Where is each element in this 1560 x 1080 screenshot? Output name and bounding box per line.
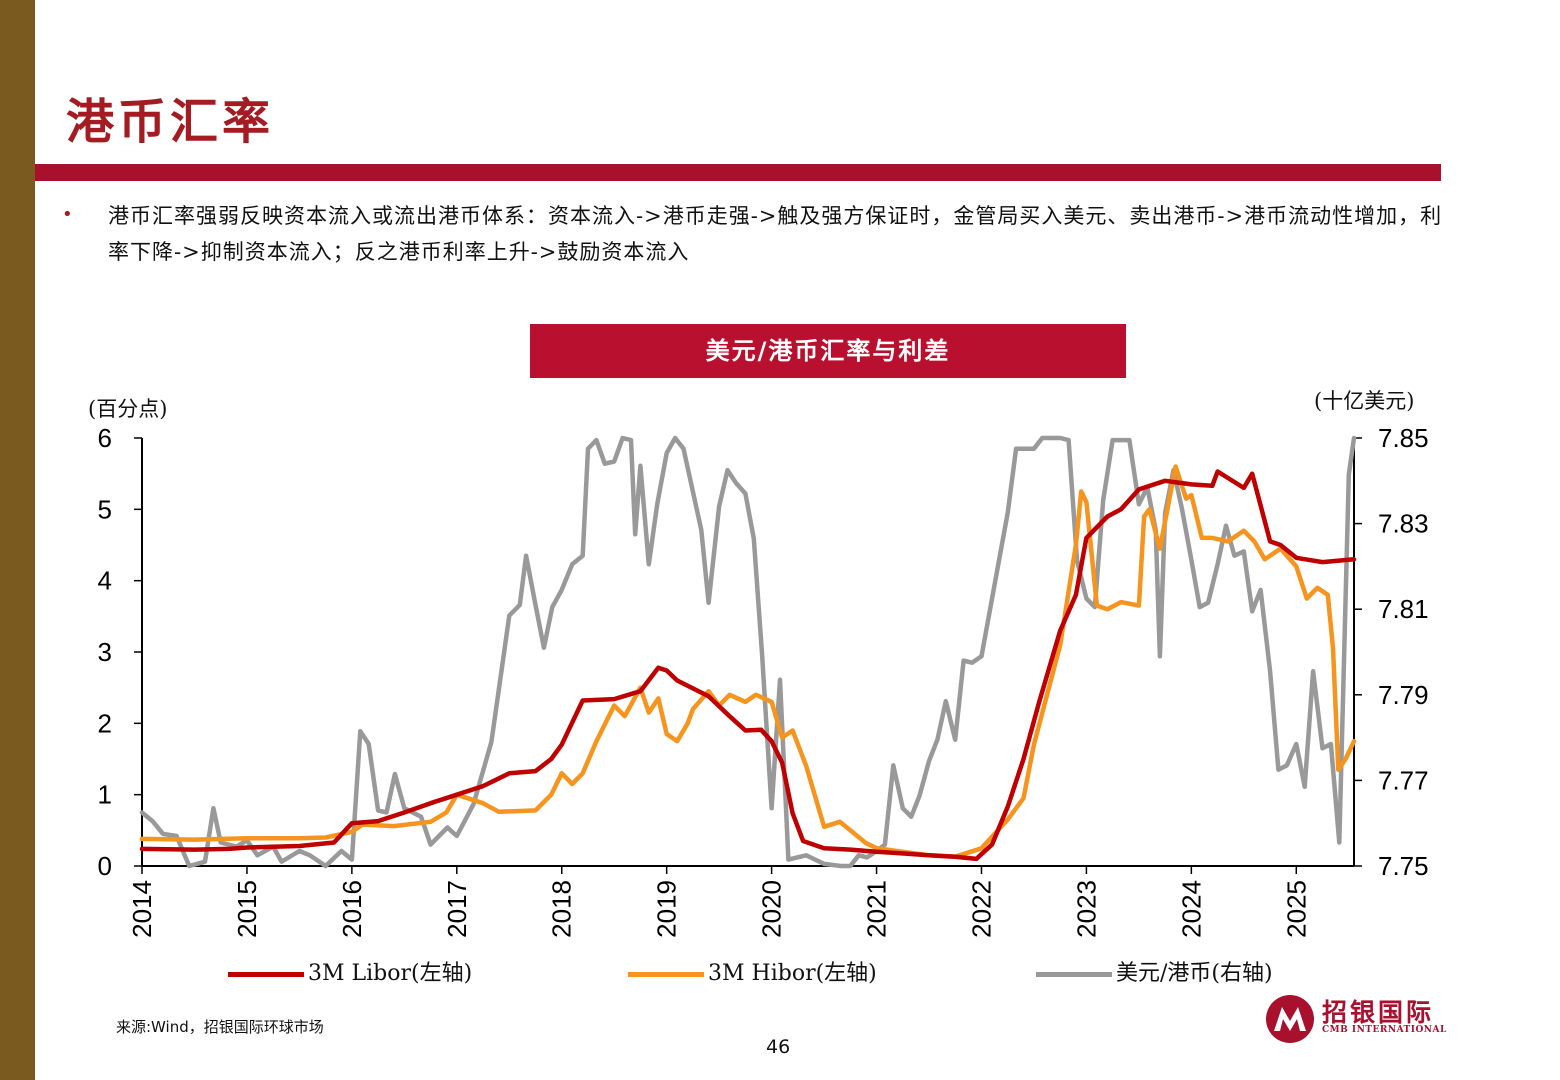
x-tick-label: 2019 bbox=[652, 880, 682, 938]
right-tick-label: 7.77 bbox=[1378, 765, 1429, 795]
x-tick-label: 2022 bbox=[966, 880, 996, 938]
left-tick-label: 2 bbox=[98, 708, 112, 738]
source-note: 来源:Wind，招银国际环球市场 bbox=[116, 1018, 324, 1036]
left-tick-label: 0 bbox=[98, 851, 112, 881]
left-tick-label: 5 bbox=[98, 494, 112, 524]
legend-label-libor: 3M Libor(左轴) bbox=[308, 961, 473, 986]
company-logo: 招银国际 CMB INTERNATIONAL bbox=[1264, 993, 1449, 1045]
x-tick-label: 2025 bbox=[1281, 880, 1311, 938]
logo-text: 招银国际 bbox=[1322, 998, 1435, 1027]
bullet-marker: • bbox=[62, 204, 73, 225]
page-number: 46 bbox=[766, 1036, 791, 1058]
series-line-hibor bbox=[139, 464, 1357, 859]
series-line-usdhkd bbox=[139, 435, 1357, 869]
logo-subtext: CMB INTERNATIONAL bbox=[1322, 1025, 1447, 1035]
legend-label-usdhkd: 美元/港币(右轴) bbox=[1116, 961, 1273, 986]
x-tick-label: 2024 bbox=[1176, 880, 1206, 938]
x-tick-label: 2017 bbox=[442, 880, 472, 938]
legend-swatch-hibor bbox=[628, 971, 704, 977]
right-tick-label: 7.75 bbox=[1378, 851, 1429, 881]
x-tick-label: 2023 bbox=[1071, 880, 1101, 938]
legend-item-usdhkd: 美元/港币(右轴) bbox=[1036, 955, 1273, 986]
left-tick-label: 6 bbox=[98, 423, 112, 453]
left-accent-bar bbox=[0, 0, 35, 1080]
x-tick-label: 2018 bbox=[547, 880, 577, 938]
right-tick-label: 7.79 bbox=[1378, 680, 1429, 710]
series-line-libor bbox=[139, 469, 1357, 862]
legend-item-libor: 3M Libor(左轴) bbox=[228, 955, 473, 986]
x-tick-label: 2021 bbox=[862, 880, 892, 938]
right-tick-label: 7.81 bbox=[1378, 594, 1429, 624]
right-tick-label: 7.83 bbox=[1378, 509, 1429, 539]
left-tick-label: 1 bbox=[98, 780, 112, 810]
chart-title: 美元/港币汇率与利差 bbox=[530, 324, 1126, 378]
page-title: 港币汇率 bbox=[66, 94, 275, 150]
x-tick-label: 2016 bbox=[337, 880, 367, 938]
legend-swatch-libor bbox=[228, 971, 304, 977]
bullet-text: 港币汇率强弱反映资本流入或流出港币体系：资本流入->港币走强->触及强方保证时，… bbox=[108, 204, 1443, 264]
x-tick-label: 2020 bbox=[757, 880, 787, 938]
legend-swatch-usdhkd bbox=[1036, 971, 1112, 977]
title-divider bbox=[35, 164, 1441, 181]
left-axis-unit: (百分点) bbox=[88, 397, 168, 421]
logo-emblem-icon bbox=[1266, 995, 1314, 1043]
legend-item-hibor: 3M Hibor(左轴) bbox=[628, 955, 877, 986]
left-tick-label: 3 bbox=[98, 637, 112, 667]
right-axis-unit: (十亿美元) bbox=[1314, 389, 1415, 413]
x-tick-label: 2014 bbox=[127, 880, 157, 938]
right-tick-label: 7.85 bbox=[1378, 423, 1429, 453]
x-tick-label: 2015 bbox=[232, 880, 262, 938]
legend-label-hibor: 3M Hibor(左轴) bbox=[708, 961, 877, 986]
left-tick-label: 4 bbox=[98, 566, 112, 596]
